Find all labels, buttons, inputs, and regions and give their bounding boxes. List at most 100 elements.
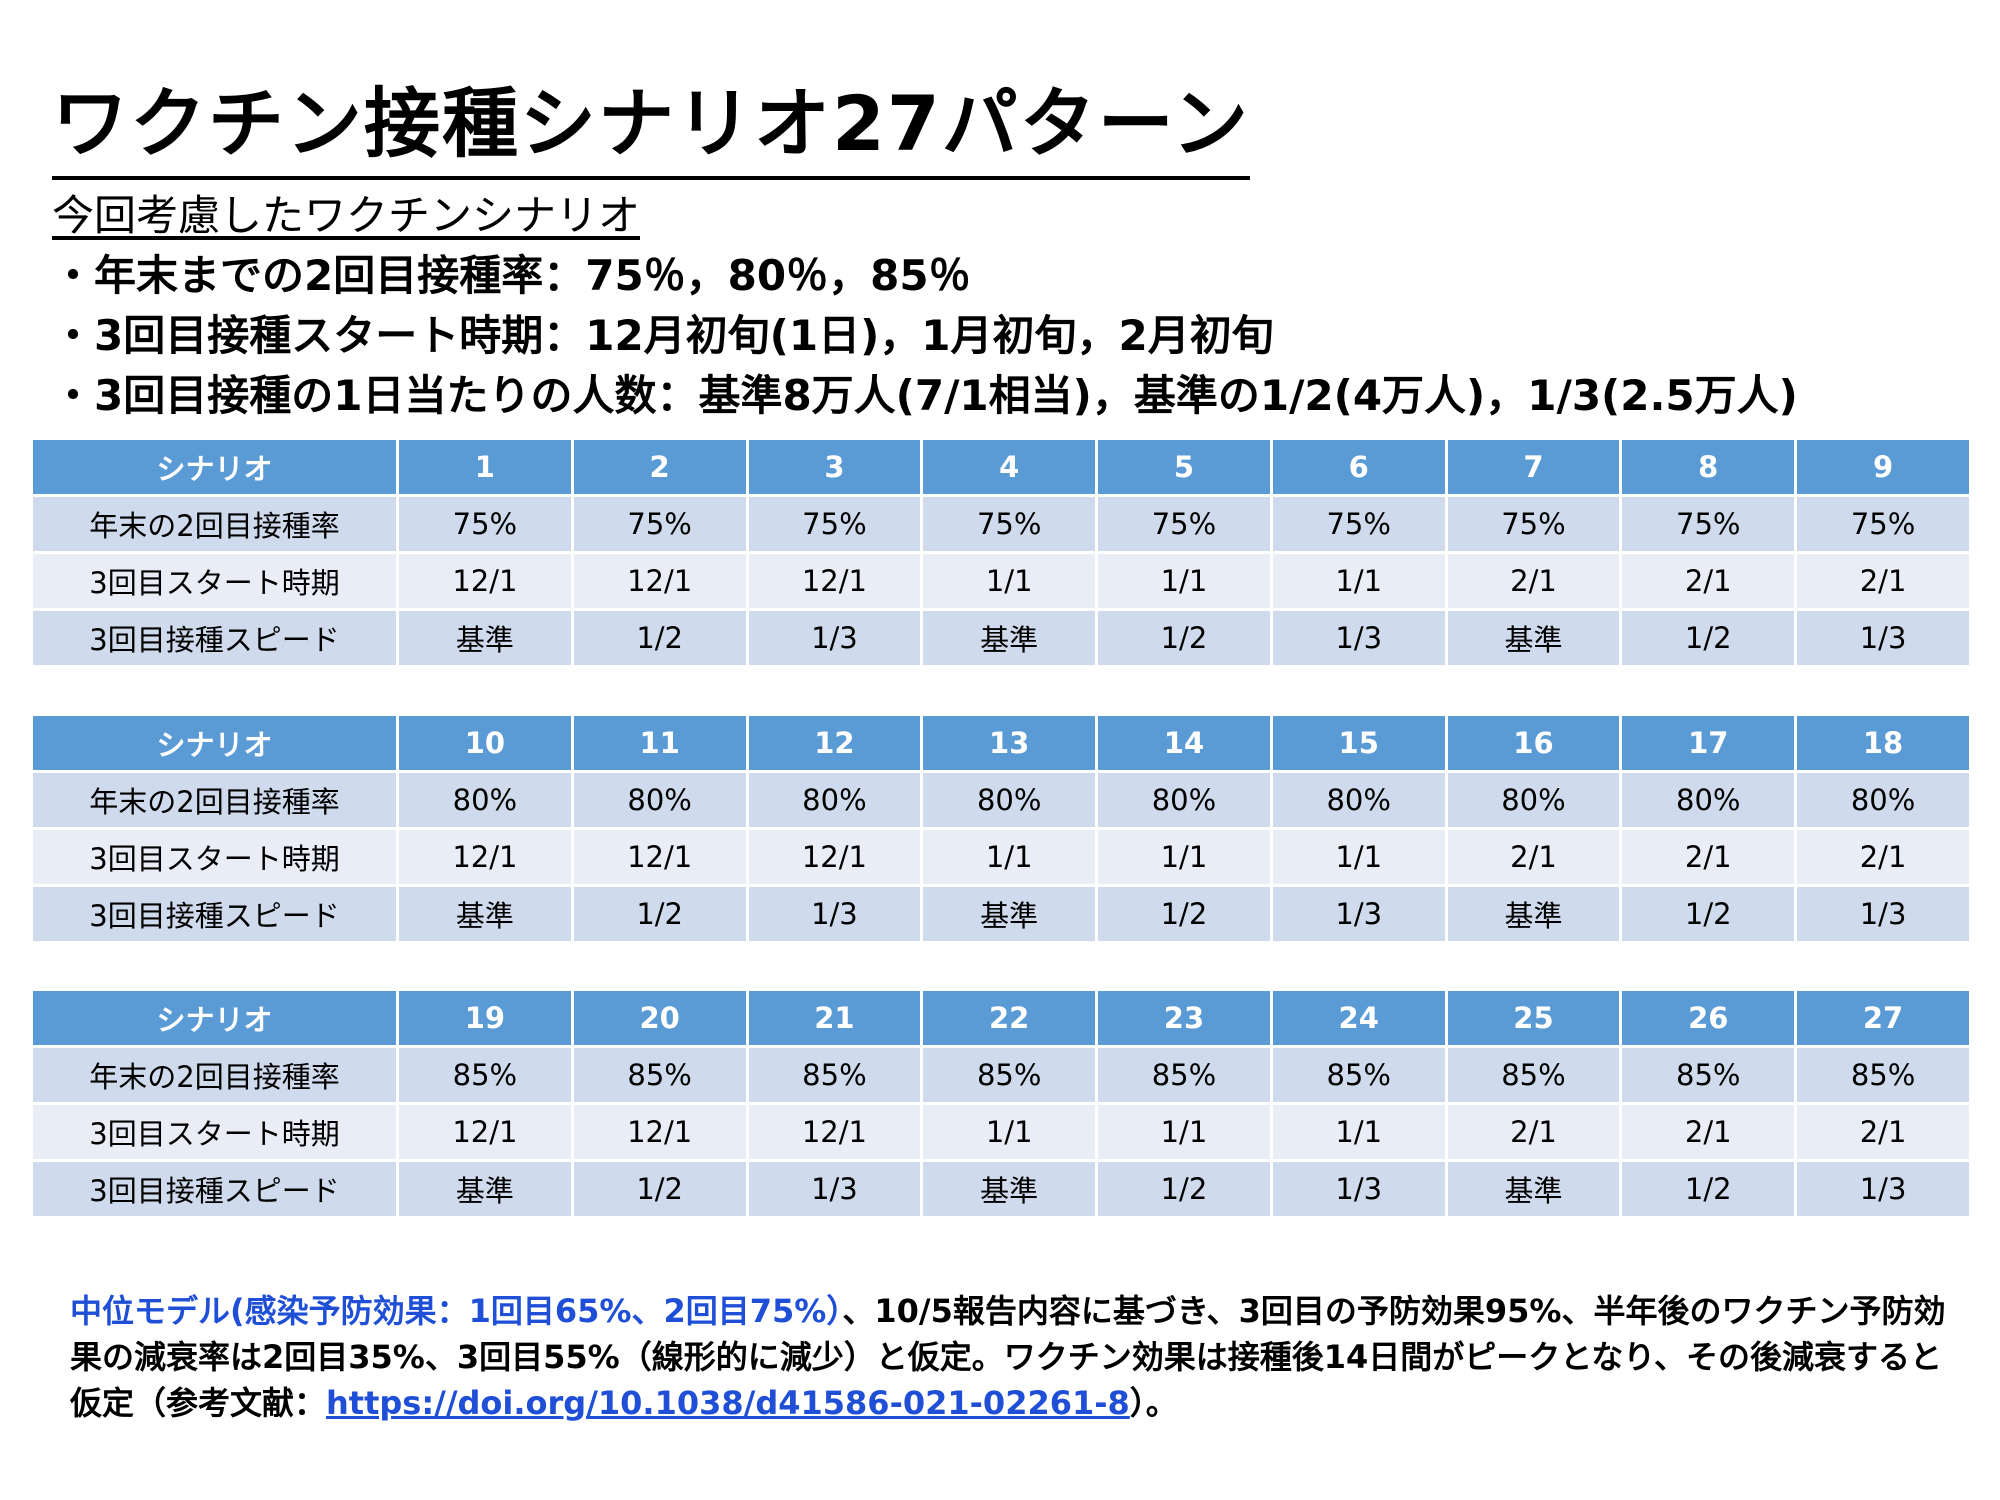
- scenario-number: 1: [396, 437, 574, 497]
- table-cell: 2/1: [1619, 1102, 1798, 1162]
- table-cell: 1/2: [570, 608, 749, 668]
- row-label: 年末の2回目接種率: [30, 770, 399, 830]
- table-cell: 2/1: [1794, 551, 1972, 611]
- table-cell: 80%: [570, 770, 749, 830]
- table-cell: 12/1: [745, 827, 924, 887]
- scenario-number: 12: [745, 713, 924, 773]
- table-cell: 75%: [920, 494, 1099, 554]
- table-cell: 1/1: [1095, 1102, 1273, 1162]
- table-row: 3回目接種スピード 基準 1/2 1/3 基準 1/2 1/3 基準 1/2 1…: [30, 884, 1972, 944]
- table-cell: 1/1: [1269, 551, 1448, 611]
- table-cell: 基準: [920, 608, 1099, 668]
- model-footnote: 中位モデル(感染予防効果：1回目65%、2回目75%）、10/5報告内容に基づき…: [70, 1288, 1960, 1426]
- table-cell: 80%: [920, 770, 1099, 830]
- intro-bullet-daily-count: ・3回目接種の1日当たりの人数：基準8万人(7/1相当)，基準の1/2(4万人)…: [52, 371, 1798, 420]
- table-cell: 1/1: [1095, 827, 1273, 887]
- table-cell: 75%: [1444, 494, 1623, 554]
- table-cell: 2/1: [1444, 551, 1623, 611]
- row-label: 3回目接種スピード: [30, 608, 399, 668]
- table-cell: 85%: [1269, 1045, 1448, 1105]
- table-cell: 1/2: [1619, 1159, 1798, 1219]
- scenario-number: 10: [396, 713, 574, 773]
- table-cell: 80%: [745, 770, 924, 830]
- intro-bullet-vaccination-rate: ・年末までの2回目接種率：75％，80％，85％: [52, 251, 971, 300]
- table-cell: 1/2: [1619, 608, 1798, 668]
- table-cell: 85%: [1095, 1045, 1273, 1105]
- header-label: シナリオ: [30, 437, 399, 497]
- reference-link[interactable]: https://doi.org/10.1038/d41586-021-02261…: [326, 1384, 1130, 1422]
- table-cell: 85%: [1619, 1045, 1798, 1105]
- table-cell: 80%: [1619, 770, 1798, 830]
- scenario-number: 16: [1444, 713, 1623, 773]
- scenario-number: 25: [1444, 988, 1623, 1048]
- table-row: 年末の2回目接種率 85% 85% 85% 85% 85% 85% 85% 85…: [30, 1045, 1972, 1105]
- table-cell: 1/2: [1095, 884, 1273, 944]
- model-highlight: 中位モデル(感染予防効果：1回目65%、2回目75%）: [70, 1292, 843, 1330]
- scenario-number: 4: [920, 437, 1099, 497]
- intro-bullet-start-timing: ・3回目接種スタート時期：12月初旬(1日)，1月初旬，2月初旬: [52, 311, 1274, 360]
- table-cell: 12/1: [745, 551, 924, 611]
- table-cell: 基準: [396, 608, 574, 668]
- table-cell: 1/2: [1095, 608, 1273, 668]
- scenario-number: 23: [1095, 988, 1273, 1048]
- table-cell: 75%: [570, 494, 749, 554]
- table-cell: 1/3: [745, 608, 924, 668]
- table-cell: 1/3: [1269, 1159, 1448, 1219]
- table-cell: 1/3: [1269, 608, 1448, 668]
- scenario-number: 26: [1619, 988, 1798, 1048]
- table-cell: 1/2: [1095, 1159, 1273, 1219]
- table-header-row: シナリオ 19 20 21 22 23 24 25 26 27: [30, 988, 1972, 1048]
- table-cell: 80%: [1444, 770, 1623, 830]
- table-cell: 1/1: [1269, 1102, 1448, 1162]
- scenario-number: 20: [570, 988, 749, 1048]
- table-cell: 12/1: [570, 827, 749, 887]
- row-label: 3回目スタート時期: [30, 827, 399, 887]
- table-row: 年末の2回目接種率 80% 80% 80% 80% 80% 80% 80% 80…: [30, 770, 1972, 830]
- table-cell: 1/1: [920, 551, 1099, 611]
- table-cell: 1/3: [745, 884, 924, 944]
- table-row: 3回目接種スピード 基準 1/2 1/3 基準 1/2 1/3 基準 1/2 1…: [30, 608, 1972, 668]
- intro-heading: 今回考慮したワクチンシナリオ: [52, 191, 641, 240]
- header-label: シナリオ: [30, 988, 399, 1048]
- table-cell: 2/1: [1619, 827, 1798, 887]
- table-cell: 85%: [1444, 1045, 1623, 1105]
- table-cell: 基準: [920, 884, 1099, 944]
- table-cell: 80%: [1269, 770, 1448, 830]
- table-cell: 基準: [1444, 608, 1623, 668]
- table-cell: 12/1: [570, 1102, 749, 1162]
- row-label: 3回目接種スピード: [30, 884, 399, 944]
- scenario-number: 11: [570, 713, 749, 773]
- table-cell: 1/1: [920, 827, 1099, 887]
- table-cell: 1/3: [1794, 1159, 1972, 1219]
- table-cell: 2/1: [1794, 827, 1972, 887]
- footnote-tail: ）。: [1129, 1384, 1178, 1422]
- table-cell: 75%: [396, 494, 574, 554]
- table-cell: 1/3: [1269, 884, 1448, 944]
- table-cell: 1/2: [1619, 884, 1798, 944]
- table-row: 3回目スタート時期 12/1 12/1 12/1 1/1 1/1 1/1 2/1…: [30, 827, 1972, 887]
- table-row: 3回目スタート時期 12/1 12/1 12/1 1/1 1/1 1/1 2/1…: [30, 551, 1972, 611]
- table-cell: 1/2: [570, 1159, 749, 1219]
- scenario-number: 17: [1619, 713, 1798, 773]
- row-label: 3回目接種スピード: [30, 1159, 399, 1219]
- table-cell: 1/1: [1269, 827, 1448, 887]
- scenario-table-3: シナリオ 19 20 21 22 23 24 25 26 27 年末の2回目接種…: [30, 988, 1972, 1219]
- table-cell: 2/1: [1794, 1102, 1972, 1162]
- scenario-number: 18: [1794, 713, 1972, 773]
- row-label: 年末の2回目接種率: [30, 1045, 399, 1105]
- table-cell: 85%: [396, 1045, 574, 1105]
- table-cell: 1/1: [1095, 551, 1273, 611]
- table-row: 3回目接種スピード 基準 1/2 1/3 基準 1/2 1/3 基準 1/2 1…: [30, 1159, 1972, 1219]
- scenario-number: 6: [1269, 437, 1448, 497]
- scenario-number: 24: [1269, 988, 1448, 1048]
- table-cell: 80%: [396, 770, 574, 830]
- table-cell: 1/3: [745, 1159, 924, 1219]
- table-cell: 基準: [1444, 884, 1623, 944]
- table-cell: 85%: [920, 1045, 1099, 1105]
- scenario-number: 2: [570, 437, 749, 497]
- table-row: 3回目スタート時期 12/1 12/1 12/1 1/1 1/1 1/1 2/1…: [30, 1102, 1972, 1162]
- scenario-number: 9: [1794, 437, 1972, 497]
- table-cell: 85%: [1794, 1045, 1972, 1105]
- scenario-number: 15: [1269, 713, 1448, 773]
- scenario-number: 14: [1095, 713, 1273, 773]
